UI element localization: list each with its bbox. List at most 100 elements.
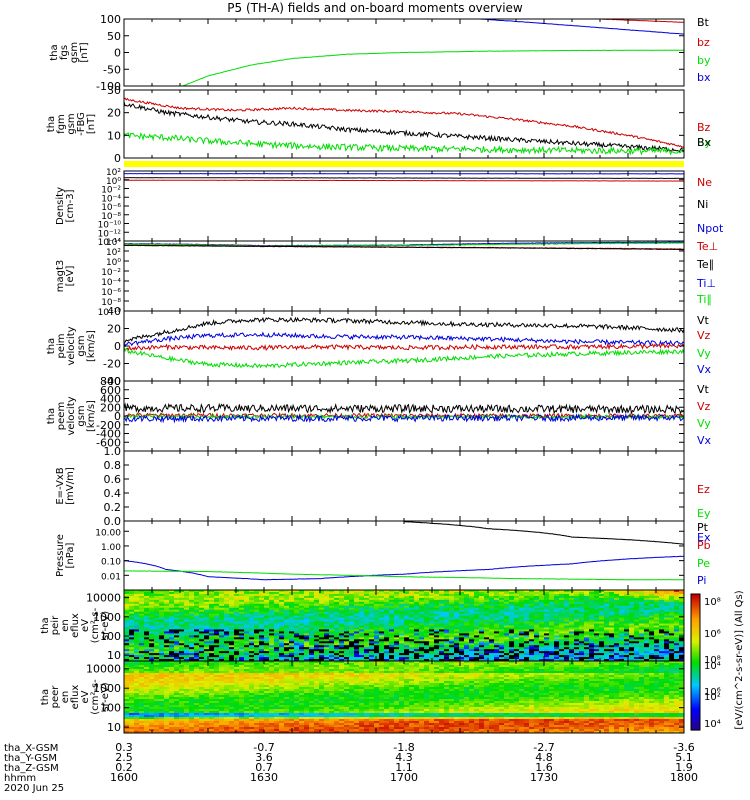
spectrogram-cell xyxy=(609,591,615,595)
spectrogram-cell xyxy=(474,665,480,668)
spectrogram-cell xyxy=(169,673,175,676)
y-tick-label: 0 xyxy=(114,340,121,353)
spectrogram-cell xyxy=(409,619,415,623)
spectrogram-cell xyxy=(189,633,195,636)
spectrogram-cell xyxy=(394,669,400,672)
spectrogram-cell xyxy=(194,617,200,621)
spectrogram-cell xyxy=(659,607,665,611)
spectrogram-cell xyxy=(474,647,480,650)
spectrogram-cell xyxy=(619,663,625,666)
spectrogram-cell xyxy=(469,607,475,611)
spectrogram-cell xyxy=(519,635,525,638)
spectrogram-cell xyxy=(459,645,465,648)
spectrogram-cell xyxy=(259,673,265,676)
spectrogram-cell xyxy=(449,669,455,672)
spectrogram-cell xyxy=(639,637,645,640)
spectrogram-cell xyxy=(134,591,140,595)
spectrogram-cell xyxy=(309,611,315,615)
spectrogram-cell xyxy=(559,625,565,629)
spectrogram-cell xyxy=(294,615,300,619)
spectrogram-cell xyxy=(359,599,365,603)
spectrogram-cell xyxy=(464,661,470,664)
spectrogram-cell xyxy=(539,597,545,601)
spectrogram-cell xyxy=(254,639,260,642)
spectrogram-cell xyxy=(534,667,540,670)
spectrogram-cell xyxy=(394,607,400,611)
spectrogram-cell xyxy=(154,665,160,668)
spectrogram-cell xyxy=(394,595,400,599)
spectrogram-cell xyxy=(604,605,610,609)
spectrogram-cell xyxy=(524,611,530,615)
spectrogram-cell xyxy=(454,599,460,603)
spectrogram-cell xyxy=(364,643,370,646)
spectrogram-cell xyxy=(169,591,175,595)
spectrogram-cell xyxy=(339,639,345,642)
spectrogram-cell xyxy=(364,645,370,648)
spectrogram-cell xyxy=(224,663,230,666)
spectrogram-cell xyxy=(174,661,180,664)
spectrogram-cell xyxy=(439,603,445,607)
spectrogram-cell xyxy=(349,621,355,625)
spectrogram-cell xyxy=(229,619,235,623)
spectrogram-cell xyxy=(359,619,365,623)
spectrogram-cell xyxy=(134,595,140,599)
spectrogram-cell xyxy=(474,657,480,660)
spectrogram-cell xyxy=(364,590,370,593)
spectrogram-cell xyxy=(504,667,510,670)
spectrogram-cell xyxy=(164,653,170,656)
spectrogram-cell xyxy=(504,637,510,640)
spectrogram-cell xyxy=(534,595,540,599)
spectrogram-cell xyxy=(334,637,340,640)
spectrogram-cell xyxy=(579,621,585,625)
spectrogram-cell xyxy=(334,647,340,650)
spectrogram-cell xyxy=(654,613,660,617)
spectrogram-cell xyxy=(509,645,515,648)
spectrogram-cell xyxy=(499,651,505,654)
spectrogram-cell xyxy=(354,605,360,609)
spectrogram-cell xyxy=(234,661,240,664)
legend-Vt: Vt xyxy=(697,314,710,327)
spectrogram-cell xyxy=(589,625,595,629)
spectrogram-cell xyxy=(589,617,595,621)
spectrogram-cell xyxy=(534,651,540,654)
spectrogram-cell xyxy=(309,623,315,627)
spectrogram-cell xyxy=(219,595,225,599)
spectrogram-cell xyxy=(389,627,395,631)
spectrogram-cell xyxy=(544,655,550,658)
spectrogram-cell xyxy=(674,611,680,615)
spectrogram-cell xyxy=(324,625,330,629)
spectrogram-cell xyxy=(539,639,545,642)
spectrogram-cell xyxy=(669,611,675,615)
spectrogram-cell xyxy=(344,627,350,631)
spectrogram-cell xyxy=(244,655,250,658)
y-tick-label: 0.4 xyxy=(104,487,122,500)
spectrogram-cell xyxy=(174,597,180,601)
spectrogram-cell xyxy=(439,591,445,595)
spectrogram-cell xyxy=(129,633,135,636)
spectrogram-cell xyxy=(499,611,505,615)
spectrogram-cell xyxy=(614,615,620,619)
spectrogram-cell xyxy=(524,667,530,670)
spectrogram-cell xyxy=(314,655,320,658)
spectrogram-cell xyxy=(494,655,500,658)
spectrogram-cell xyxy=(224,669,230,672)
spectrogram-cell xyxy=(349,647,355,650)
spectrogram-cell xyxy=(459,655,465,658)
spectrogram-cell xyxy=(674,665,680,668)
spectrogram-cell xyxy=(399,667,405,670)
spectrogram-cell xyxy=(534,649,540,652)
spectrogram-cell xyxy=(184,595,190,599)
spectrogram-cell xyxy=(194,659,200,661)
spectrogram-cell xyxy=(634,653,640,656)
y-axis-label: fgs xyxy=(59,45,70,60)
spectrogram-cell xyxy=(269,623,275,627)
spectrogram-cell xyxy=(209,671,215,674)
spectrogram-cell xyxy=(614,627,620,631)
y-tick-label: 1.00 xyxy=(101,543,121,553)
spectrogram-cell xyxy=(539,631,545,634)
spectrogram-cell xyxy=(669,635,675,638)
spectrogram-cell xyxy=(194,627,200,631)
spectrogram-cell xyxy=(449,613,455,617)
spectrogram-cell xyxy=(659,619,665,623)
